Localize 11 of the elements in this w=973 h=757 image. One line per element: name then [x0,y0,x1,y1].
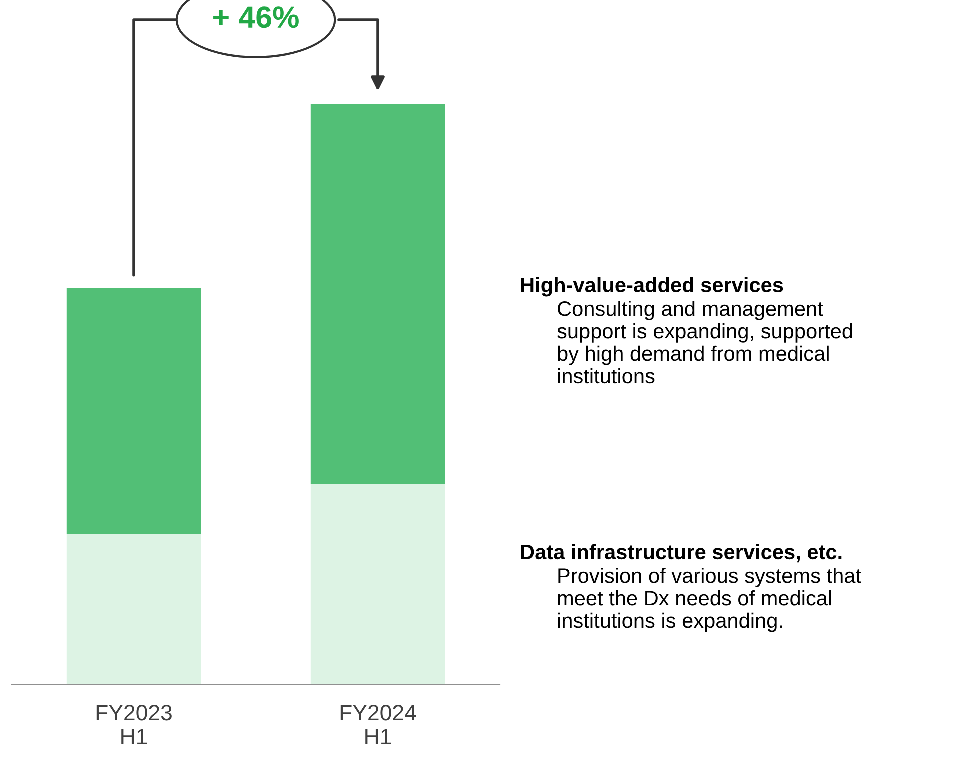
text: + 46% [214,6,299,28]
text: Provision of various systems that meet the Dx needs of medical institutions is expanding. [558,568,862,632]
bar [66,534,202,685]
x-tick-label: FY2023 H1 [96,705,172,744]
bar [310,484,446,685]
text: Data infrastructure services, etc. [521,544,842,563]
bar [66,288,202,534]
x-tick-label: FY2024 H1 [340,705,416,744]
bar [310,104,446,484]
text: Consulting and management support is expanding, supported by high demand from medical institutions [558,301,852,384]
text: High-value-added services [521,277,784,297]
